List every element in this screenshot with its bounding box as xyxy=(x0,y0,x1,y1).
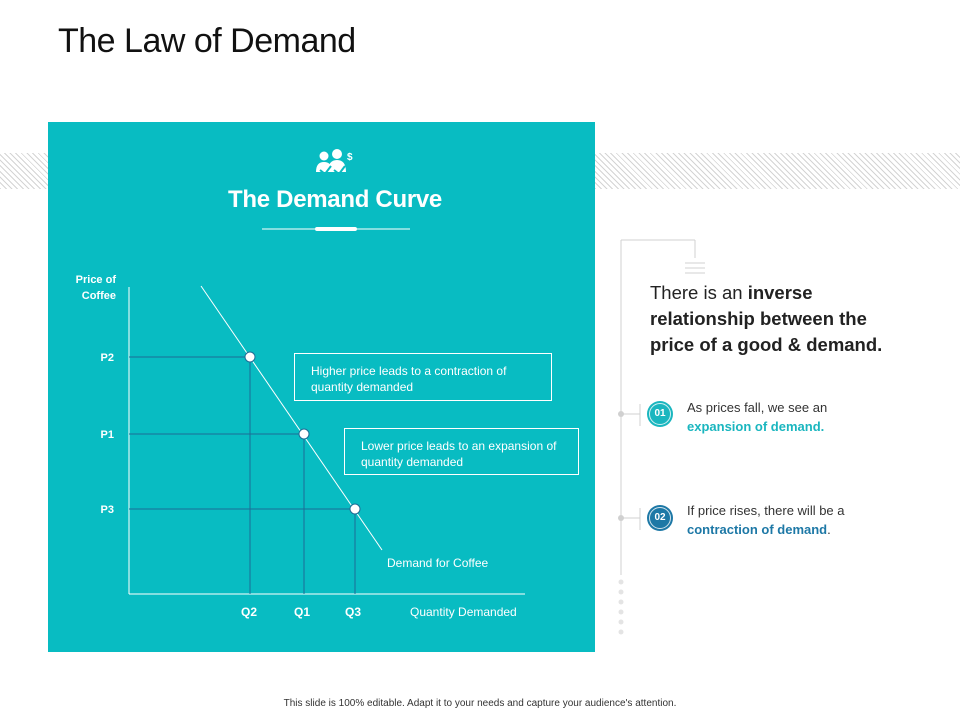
quantity-label-q2: Q2 xyxy=(241,605,257,619)
point-02-text-before: If price rises, there will be a xyxy=(687,503,845,518)
point-p1-q1 xyxy=(298,428,310,440)
price-label-p3: P3 xyxy=(101,504,114,516)
hatch-band-left xyxy=(0,153,48,189)
timeline-decoration xyxy=(618,239,705,635)
point-01-badge: 01 xyxy=(647,401,673,427)
slide-title: The Law of Demand xyxy=(58,22,356,60)
demand-diagram: Price of Coffee P2 P1 P3 Q2 Q1 Q3 Quanti… xyxy=(76,227,525,619)
price-label-p2: P2 xyxy=(101,352,114,364)
point-02-text: If price rises, there will be a contract… xyxy=(687,501,887,539)
point-01-text-before: As prices fall, we see an xyxy=(687,400,828,415)
demand-curve-panel: $ The Demand Curve Price of Coffee P2 P1… xyxy=(48,122,595,652)
hatch-band-right xyxy=(595,153,960,189)
point-p3-q3 xyxy=(349,503,361,515)
price-label-p1: P1 xyxy=(101,429,114,441)
quantity-label-q1: Q1 xyxy=(294,605,310,619)
inverse-relationship-statement: There is an inverse relationship between… xyxy=(650,280,900,358)
footer-note: This slide is 100% editable. Adapt it to… xyxy=(283,698,677,709)
point-02-text-after: . xyxy=(827,522,831,537)
svg-text:$: $ xyxy=(347,152,353,163)
statement-prefix: There is an xyxy=(650,282,748,303)
panel-title: The Demand Curve xyxy=(228,186,442,213)
people-dollar-icon: $ xyxy=(316,149,353,176)
y-axis-label-line1: Price of xyxy=(76,274,117,286)
callout-higher-price: Higher price leads to a contraction of q… xyxy=(294,353,552,401)
x-axis-label: Quantity Demanded xyxy=(410,605,517,619)
callout-lower-price: Lower price leads to an expansion of qua… xyxy=(344,428,579,475)
point-p2-q2 xyxy=(244,351,256,363)
statement-bold: inverse relationship between the price o… xyxy=(650,282,883,355)
point-02-highlight: contraction of demand xyxy=(687,522,828,537)
quantity-label-q3: Q3 xyxy=(345,605,361,619)
point-02-badge: 02 xyxy=(647,505,673,531)
curve-label: Demand for Coffee xyxy=(387,556,488,570)
point-01-text: As prices fall, we see an expansion of d… xyxy=(687,398,887,436)
y-axis-label-line2: Coffee xyxy=(82,290,116,302)
point-01-highlight: expansion of demand. xyxy=(687,419,825,434)
